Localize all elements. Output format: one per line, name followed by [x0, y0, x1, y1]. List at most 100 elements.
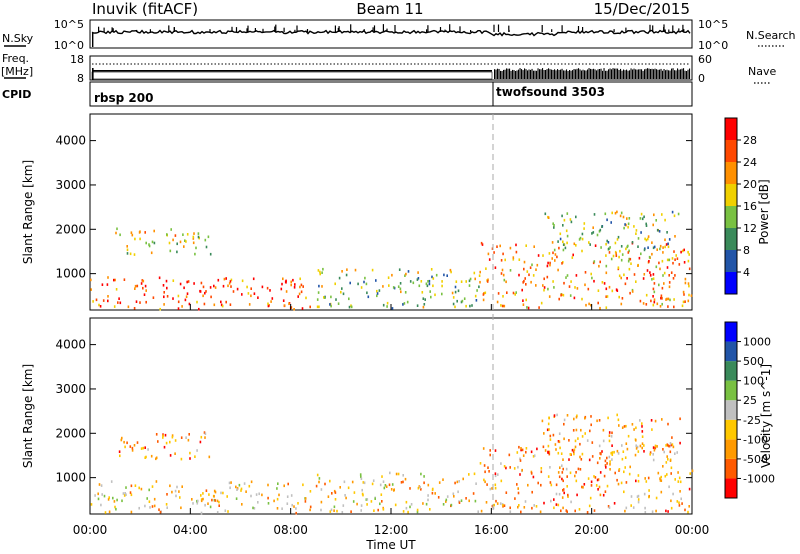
data-cell [605, 242, 607, 246]
data-cell [669, 442, 672, 445]
data-cell [181, 485, 183, 488]
data-cell [620, 481, 623, 485]
colorbar-tick-label: 24 [743, 156, 757, 169]
data-cell [341, 287, 343, 290]
nave-bar [578, 68, 580, 79]
data-cell [605, 466, 607, 469]
data-cell [553, 286, 555, 289]
data-cell [184, 298, 187, 302]
data-cell [609, 246, 611, 249]
nsky-spike [337, 27, 339, 32]
nave-bar [521, 69, 523, 79]
nsky-spike [439, 27, 442, 32]
data-cell [344, 494, 346, 497]
data-cell [458, 480, 460, 483]
data-cell [247, 292, 250, 295]
data-cell [572, 429, 575, 432]
nave-bar [581, 70, 583, 79]
data-cell [180, 506, 182, 510]
data-cell [605, 287, 608, 291]
data-cell [214, 490, 217, 494]
nsky-spike [103, 27, 105, 32]
data-cell [341, 511, 344, 514]
data-cell [557, 503, 560, 507]
data-cell [517, 505, 519, 509]
data-cell [158, 276, 161, 280]
data-cell [663, 450, 665, 454]
nsky-spike [296, 25, 298, 32]
data-cell [434, 492, 436, 495]
data-cell [672, 492, 674, 496]
data-cell [315, 484, 318, 488]
data-cell [218, 504, 220, 507]
nsky-spike [470, 30, 472, 32]
nsky-spike [577, 26, 580, 32]
data-cell [642, 302, 645, 305]
colorbar-tick-label: -1000 [743, 472, 775, 485]
nsky-spike [111, 27, 113, 32]
data-cell [627, 259, 630, 263]
data-cell [610, 221, 612, 224]
data-cell [166, 295, 169, 298]
data-cell [540, 301, 543, 305]
data-cell [115, 231, 117, 235]
data-cell [645, 224, 648, 227]
data-cell [220, 303, 223, 307]
data-cell [649, 453, 651, 456]
nsky-spike [459, 26, 461, 32]
data-cell [205, 489, 208, 492]
data-cell [130, 231, 133, 234]
x-tick-label: 04:00 [173, 523, 208, 537]
data-cell [617, 235, 620, 239]
data-cell [641, 425, 643, 428]
data-cell [591, 232, 593, 235]
data-cell [620, 276, 622, 280]
nave-bar [666, 69, 668, 79]
data-cell [540, 470, 543, 474]
data-cell [606, 295, 609, 298]
power-panel-frame [89, 113, 693, 311]
data-cell [613, 502, 616, 505]
nave-bar [668, 70, 670, 79]
data-cell [637, 450, 640, 453]
data-cell [654, 446, 657, 450]
data-cell [655, 496, 658, 500]
data-cell [330, 304, 332, 308]
nave-bar [551, 69, 553, 79]
data-cell [570, 280, 572, 283]
data-cell [659, 247, 661, 251]
data-cell [150, 251, 153, 255]
time-axis-ticks: 00:00 04:00 08:00 12:00 16:00 20:00 00:00 [73, 304, 709, 537]
data-cell [543, 432, 545, 435]
data-cell [465, 280, 467, 283]
data-cell [501, 304, 504, 308]
nsky-spike [386, 28, 388, 32]
data-cell [674, 478, 676, 481]
data-cell [557, 471, 560, 474]
data-cell [528, 273, 530, 277]
data-cell [645, 238, 648, 242]
nsky-spike [334, 25, 336, 32]
data-cell [653, 282, 656, 285]
nsky-tick-bottom: 10^0 [54, 39, 84, 52]
data-cell [615, 254, 618, 257]
data-cell [320, 488, 323, 491]
nsky-spike [363, 29, 365, 32]
data-cell [485, 501, 488, 504]
data-cell [496, 502, 499, 505]
data-cell [583, 222, 586, 225]
data-cell [569, 294, 572, 297]
data-cell [176, 250, 178, 254]
data-cell [92, 300, 94, 303]
data-cell [588, 458, 591, 462]
data-cell [606, 239, 608, 243]
data-cell [501, 268, 504, 272]
freq-label-line2: [MHz] [1, 65, 33, 78]
data-cell [148, 500, 151, 503]
data-cell [547, 475, 550, 478]
data-cell [177, 300, 180, 304]
data-cell [383, 486, 386, 490]
data-cell [405, 500, 408, 504]
data-cell [592, 226, 594, 229]
data-cell [449, 268, 452, 272]
